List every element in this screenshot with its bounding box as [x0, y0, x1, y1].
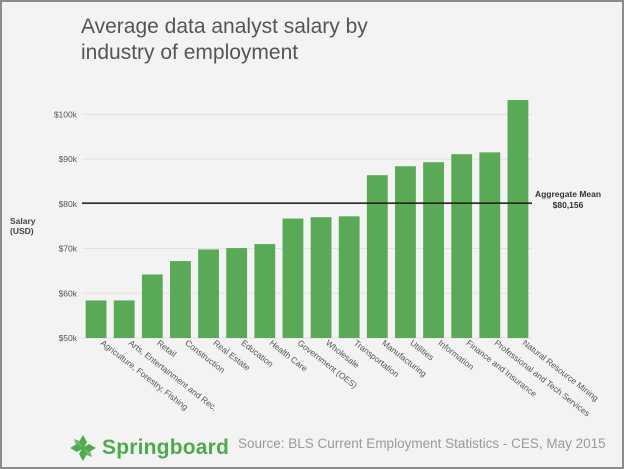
springboard-leaf-icon — [70, 435, 96, 461]
bar — [451, 154, 473, 338]
source-note: Source: BLS Current Employment Statistic… — [238, 436, 606, 451]
y-tick-label: $100k — [54, 109, 78, 119]
bar — [366, 175, 388, 338]
bar — [141, 274, 163, 338]
y-tick-label: $60k — [59, 288, 78, 298]
chart-title: Average data analyst salary by industry … — [81, 14, 501, 66]
bar — [310, 217, 332, 338]
bar — [226, 248, 248, 338]
bar — [338, 216, 360, 338]
chart-title-line-2: industry of employment — [81, 41, 299, 64]
bar — [395, 166, 416, 338]
aggregate-mean-label: Aggregate Mean — [535, 189, 601, 199]
chart-title-line-1: Average data analyst salary by — [81, 15, 368, 38]
x-tick-label: Retail — [155, 338, 178, 359]
brand-logo: Springboard — [68, 432, 229, 464]
y-axis-label: Salary (USD) — [10, 216, 36, 236]
bar — [507, 100, 529, 339]
bar — [85, 300, 107, 338]
y-tick-label: $70k — [59, 244, 78, 254]
bar — [479, 152, 501, 338]
bar — [198, 249, 219, 338]
aggregate-mean-value: $80,156 — [553, 200, 584, 210]
y-axis-label-line-1: Salary — [10, 216, 36, 226]
bar — [254, 244, 276, 338]
bar — [113, 300, 135, 338]
y-tick-label: $80k — [59, 199, 78, 209]
brand-name: Springboard — [102, 436, 230, 459]
bar — [282, 218, 304, 338]
bar — [423, 162, 444, 338]
bar — [170, 261, 191, 338]
y-tick-label: $90k — [59, 154, 78, 164]
y-tick-label: $50k — [59, 333, 78, 343]
y-axis-label-line-2: (USD) — [10, 226, 34, 236]
